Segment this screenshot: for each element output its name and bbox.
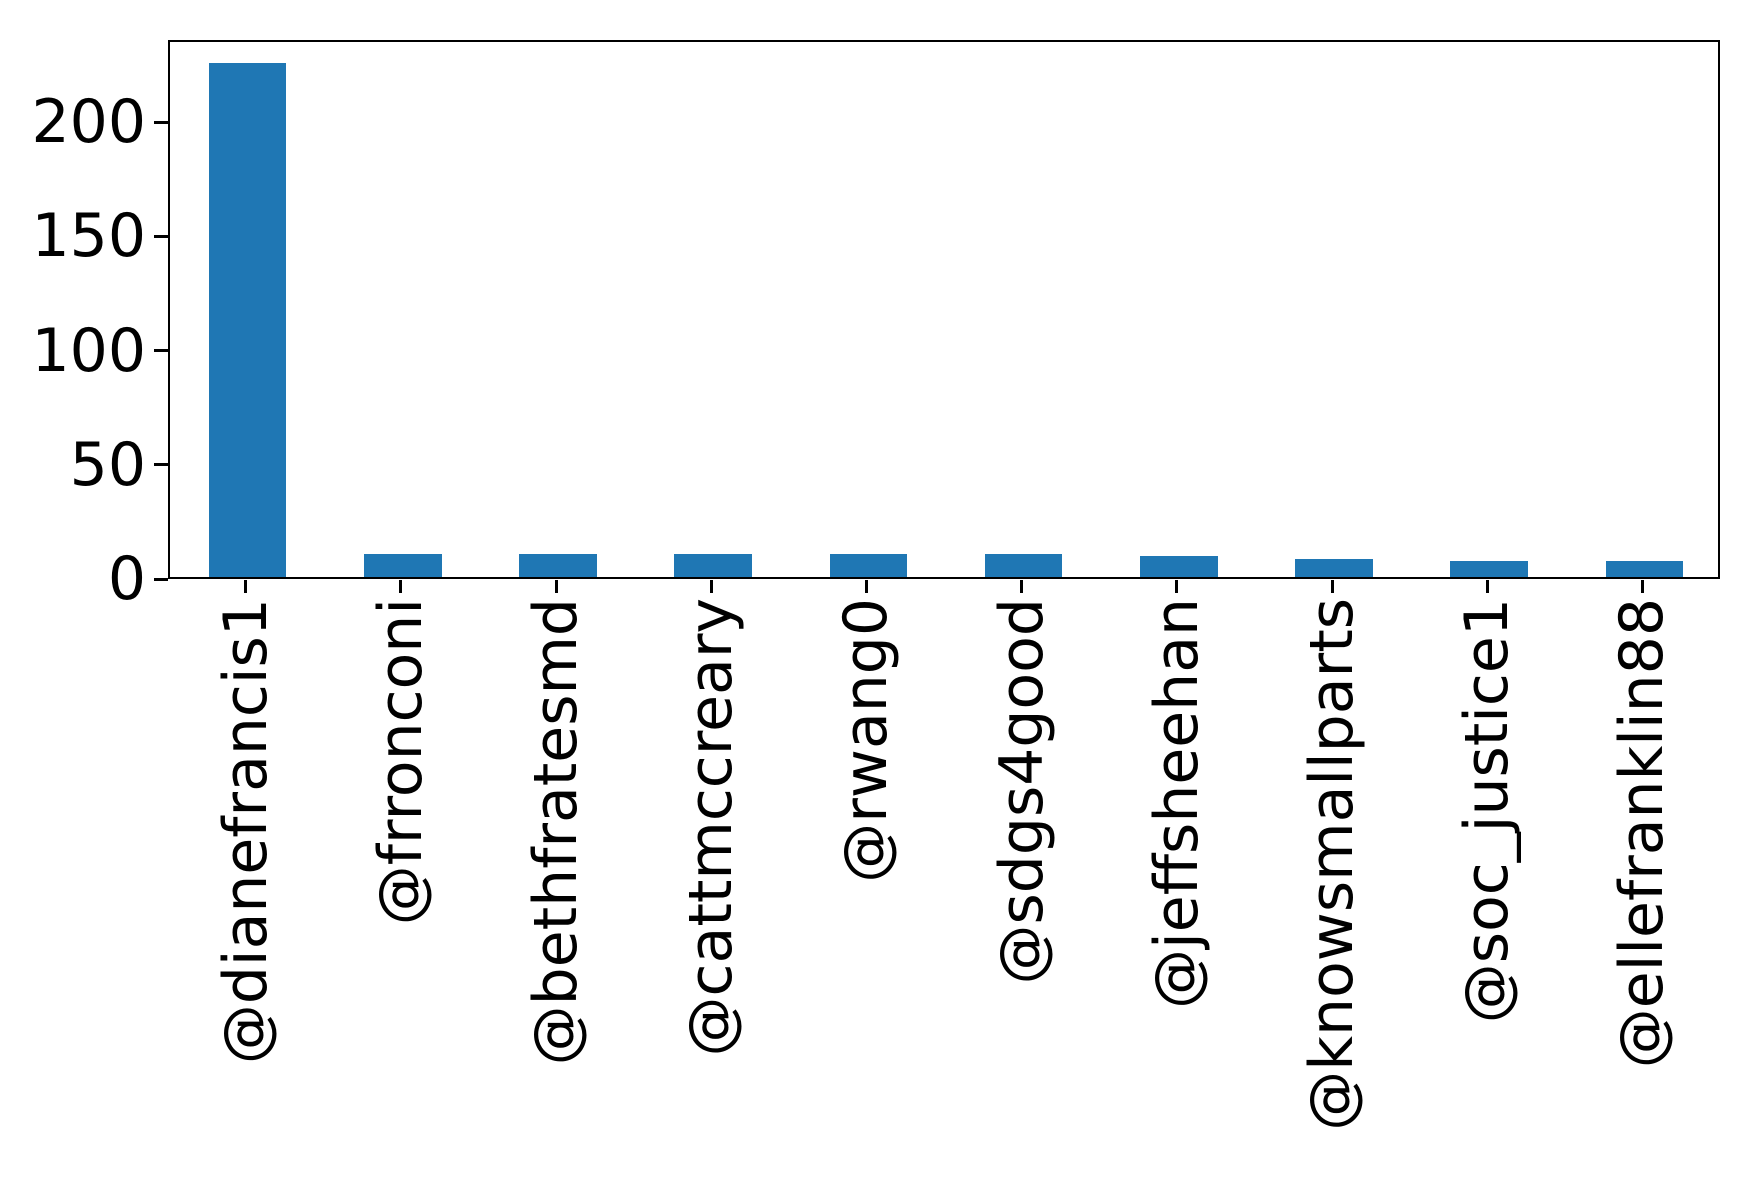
- x-tick-mark: [1330, 580, 1334, 593]
- x-tick-mark: [1640, 580, 1644, 593]
- bar-jeffsheehan: [1140, 556, 1218, 577]
- bar-cattmccreary: [674, 554, 752, 577]
- y-tick-label: 0: [107, 544, 146, 614]
- x-tick-mark: [399, 580, 403, 593]
- bar-soc_justice1: [1450, 561, 1528, 577]
- y-tick-mark: [154, 120, 168, 124]
- x-tick-label: @frronconi: [365, 598, 436, 926]
- x-tick-label: @soc_justice1: [1452, 598, 1523, 1024]
- x-tick-label: @knowsmallparts: [1297, 598, 1367, 1131]
- bar-rwang0: [829, 554, 908, 577]
- y-tick-mark: [154, 349, 168, 353]
- y-tick-label: 150: [31, 201, 146, 272]
- x-tick-label: @bethfratesmd: [521, 598, 591, 1066]
- x-tick-mark: [1020, 580, 1024, 593]
- x-tick-mark: [244, 580, 248, 593]
- y-tick-mark: [154, 463, 168, 467]
- x-tick-mark: [554, 580, 558, 593]
- y-tick-mark: [154, 577, 168, 581]
- x-tick-mark: [709, 580, 713, 593]
- x-tick-mark: [1175, 580, 1179, 593]
- y-tick-label: 50: [69, 429, 146, 500]
- x-tick-mark: [1485, 580, 1489, 593]
- y-tick-label: 200: [31, 87, 146, 158]
- x-tick-label: @rwang0: [831, 598, 902, 883]
- bar-dianefrancis1: [208, 63, 287, 577]
- bar-frronconi: [364, 554, 442, 577]
- x-tick-label: @ellefranklin88: [1607, 598, 1678, 1069]
- x-tick-label: @sdgs4good: [986, 598, 1057, 985]
- plot-area: [168, 40, 1720, 579]
- bar-sdgs4good: [984, 554, 1063, 577]
- x-tick-label: @dianefrancis1: [210, 598, 281, 1065]
- x-tick-mark: [864, 580, 868, 593]
- bar-knowsmallparts: [1295, 558, 1373, 577]
- y-tick-mark: [154, 234, 168, 238]
- x-tick-label: @cattmccreary: [676, 598, 747, 1057]
- y-tick-label: 100: [31, 315, 146, 386]
- bar-ellefranklin88: [1605, 561, 1684, 577]
- x-tick-label: @jeffsheehan: [1141, 598, 1212, 1009]
- bar-bethfratesmd: [519, 554, 597, 577]
